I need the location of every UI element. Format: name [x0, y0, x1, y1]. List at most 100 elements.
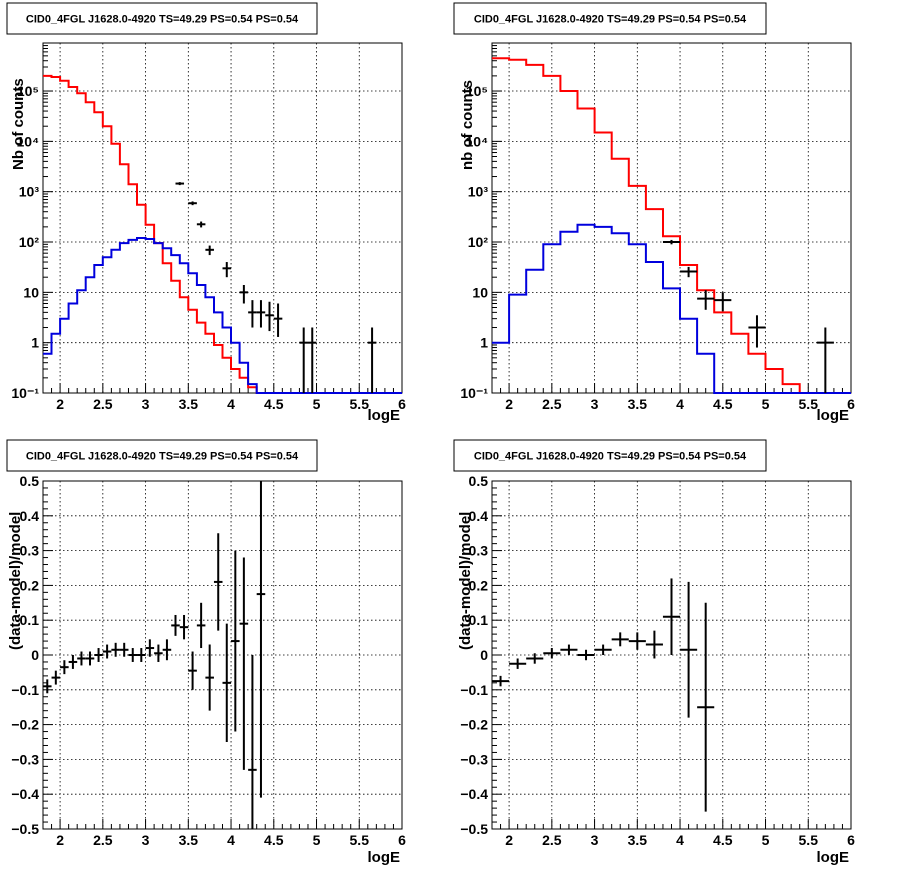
x-tick-label: 3.5 [628, 832, 648, 848]
data-point [526, 653, 544, 664]
data-point [509, 658, 527, 669]
data-point [60, 660, 69, 675]
x-tick-label: 3 [591, 832, 599, 848]
y-tick-label: −0.4 [11, 786, 39, 802]
data-point [154, 644, 163, 662]
x-axis-title: logE [368, 849, 401, 866]
data-point [205, 245, 214, 256]
x-tick-label: 4 [676, 396, 684, 412]
data-point [256, 300, 266, 328]
title-box [6, 439, 318, 472]
data-point [697, 602, 715, 812]
x-tick-label: 3 [142, 832, 150, 848]
data-point [51, 670, 61, 685]
data-point [111, 642, 120, 657]
x-tick-label: 4.5 [264, 396, 284, 412]
panel-3: 2 2.5 3 3.5 4 4.5 5 5.5 6 −0.5 −0.4 −0.3 −0.2 −0.1 0 0.… [6, 439, 406, 866]
data-point [816, 327, 834, 393]
x-tick-label: 4 [227, 396, 235, 412]
x-tick-label: 3 [142, 396, 150, 412]
x-tick-label: 2.5 [542, 832, 562, 848]
y-axis-title: Nb of counts [10, 78, 27, 170]
title-box [453, 439, 767, 472]
x-tick-label: 6 [398, 832, 406, 848]
y-tick-label: 0.2 [20, 577, 40, 593]
y-tick-label: 10⁴ [466, 133, 489, 149]
y-tick-label: −0.5 [460, 821, 488, 837]
data-point [543, 648, 561, 659]
data-point [680, 266, 698, 278]
y-tick-label: 0 [480, 647, 488, 663]
tick-labels: 2 2.5 3 3.5 4 4.5 5 5.5 6 10⁻¹ 1 10 10² 10³ 10⁴ 10⁵ [11, 83, 406, 412]
axis-ticks [42, 480, 403, 830]
data-point [196, 602, 206, 649]
data-point [222, 262, 232, 278]
data-points [492, 578, 715, 812]
data-point [697, 290, 715, 310]
y-tick-label: 10 [472, 284, 488, 300]
x-tick-label: 3.5 [179, 832, 199, 848]
x-axis-title: logE [817, 849, 850, 866]
x-tick-label: 6 [847, 396, 855, 412]
y-tick-label: 0.1 [20, 612, 40, 628]
axis-ticks [491, 480, 852, 830]
data-point [265, 301, 274, 332]
x-tick-label: 6 [847, 832, 855, 848]
x-tick-label: 4.5 [264, 832, 284, 848]
data-point [94, 648, 103, 662]
data-point [273, 303, 283, 337]
y-tick-label: 10² [19, 234, 40, 250]
x-tick-label: 4 [227, 832, 235, 848]
data-point [662, 239, 681, 245]
x-tick-label: 4.5 [713, 832, 733, 848]
y-tick-label: −0.3 [460, 751, 488, 767]
y-tick-label: 0.4 [20, 508, 40, 524]
y-tick-label: 10² [468, 234, 489, 250]
data-point [213, 533, 223, 631]
data-point [68, 655, 78, 669]
data-point [239, 557, 249, 770]
data-point [714, 292, 732, 312]
data-point [119, 642, 129, 657]
data-point [145, 639, 155, 657]
y-tick-label: −0.2 [11, 717, 39, 733]
y-tick-label: 1 [480, 335, 488, 351]
data-point [492, 675, 510, 687]
y-axis-title: (data-model)/model [457, 512, 474, 650]
x-axis-title: logE [817, 407, 850, 424]
x-tick-label: 5.5 [799, 832, 819, 848]
data-point [611, 632, 629, 647]
data-point [239, 284, 249, 304]
x-tick-label: 2 [56, 396, 64, 412]
x-tick-label: 2 [505, 832, 513, 848]
axis-ticks [491, 42, 852, 394]
data-point [628, 632, 646, 650]
x-axis-title: logE [368, 407, 401, 424]
data-point [560, 644, 578, 655]
y-tick-label: 0.2 [469, 577, 489, 593]
tick-labels: 2 2.5 3 3.5 4 4.5 5 5.5 6 −0.5 −0.4 −0.3 −0.2 −0.1 0 0.… [11, 473, 406, 848]
y-tick-label: 1 [31, 335, 39, 351]
axis-ticks [42, 42, 403, 394]
x-tick-label: 6 [398, 396, 406, 412]
x-tick-label: 4 [676, 832, 684, 848]
x-tick-label: 5 [762, 396, 770, 412]
data-point [299, 327, 308, 393]
y-tick-label: 10⁴ [17, 133, 40, 149]
data-point [594, 644, 612, 655]
y-tick-label: 0.5 [20, 473, 40, 489]
y-tick-label: −0.2 [460, 717, 488, 733]
y-tick-label: −0.1 [460, 682, 488, 698]
histogram-series-model-source [43, 237, 402, 394]
y-tick-label: 10⁻¹ [460, 385, 488, 401]
x-tick-label: 2 [56, 832, 64, 848]
x-tick-label: 4.5 [713, 396, 733, 412]
y-tick-label: 0 [31, 647, 39, 663]
data-point [179, 614, 189, 640]
data-points [662, 239, 834, 393]
tick-labels: 2 2.5 3 3.5 4 4.5 5 5.5 6 10⁻¹ 1 10 10² 10³ 10⁴ 10⁵ [460, 83, 855, 412]
y-tick-label: 10 [23, 284, 39, 300]
chart-title: CID0_4FGL J1628.0-4920 TS=49.29 PS=0.54 … [474, 14, 747, 26]
data-point [367, 327, 377, 393]
data-point [188, 201, 197, 206]
